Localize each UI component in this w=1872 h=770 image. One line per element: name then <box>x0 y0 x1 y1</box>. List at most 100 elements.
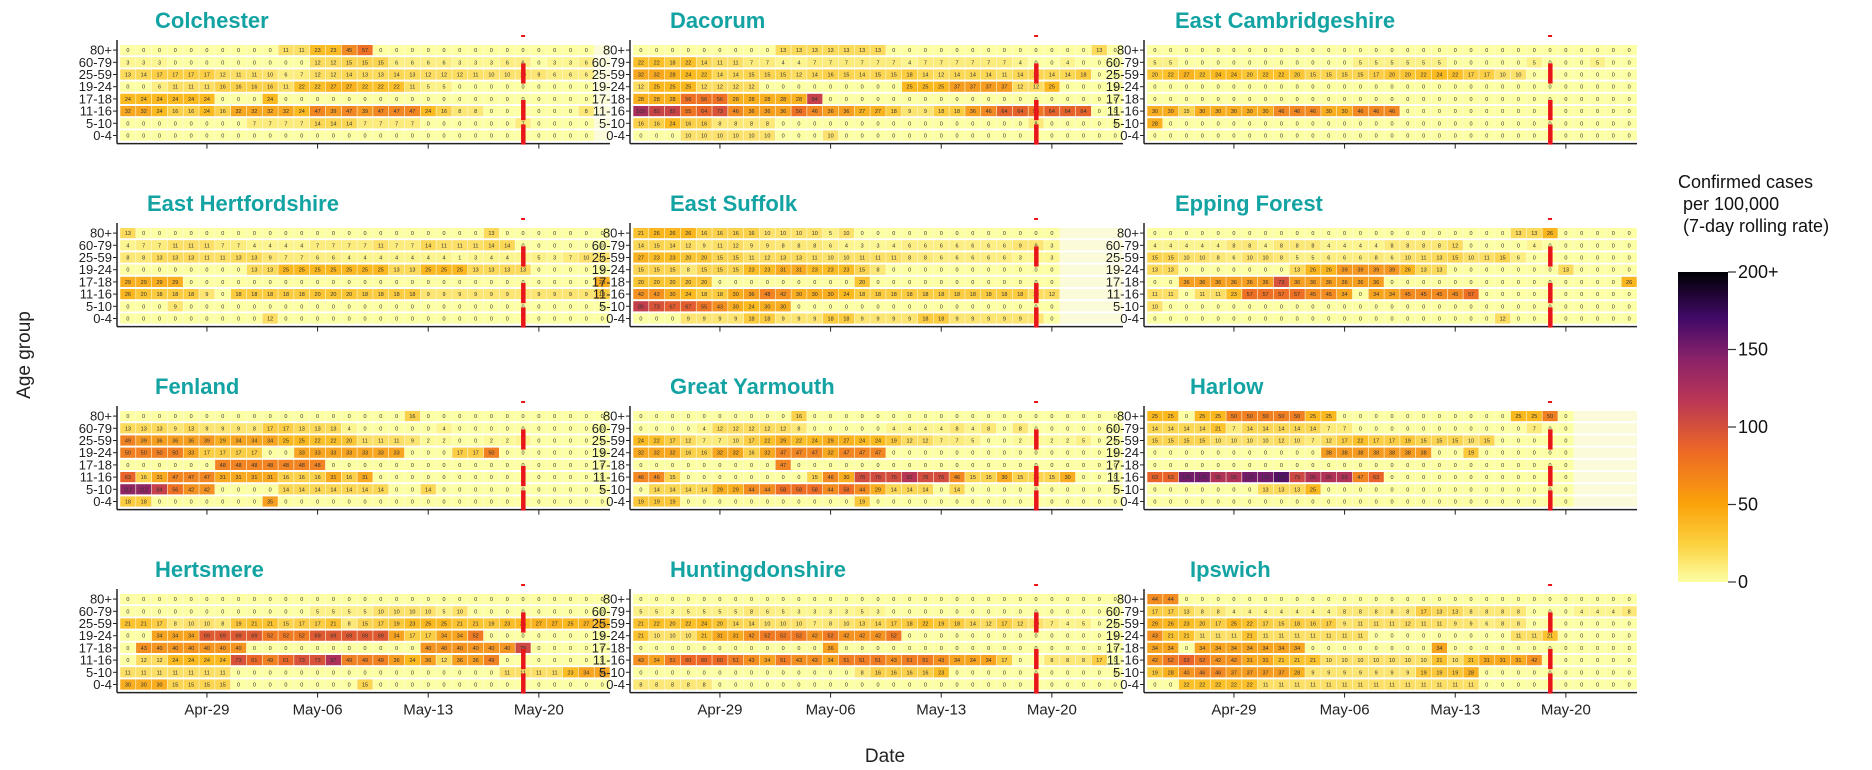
cell-value-label: 0 <box>1035 304 1038 310</box>
cell-value-label: 0 <box>506 451 509 457</box>
cell-value-label: 56 <box>796 109 802 115</box>
cell-value-label: 17 <box>156 73 162 79</box>
cell-value-label: 47 <box>780 463 786 469</box>
heat-cell <box>167 57 183 68</box>
cell-value-label: 0 <box>1311 304 1314 310</box>
cell-value-label: 0 <box>1264 231 1267 237</box>
heat-cell <box>215 93 231 104</box>
cell-value-label: 11 <box>1152 292 1158 298</box>
heat-cell <box>1075 69 1092 80</box>
heat-cell <box>341 57 357 68</box>
heat-cell <box>633 81 649 92</box>
heat-cell <box>933 289 949 300</box>
cell-value-label: 0 <box>1003 121 1006 127</box>
cell-value-label: 9 <box>221 426 224 432</box>
cell-value-label: 11 <box>441 243 447 249</box>
cell-value-label: 16 <box>172 109 178 115</box>
heat-cell <box>1463 252 1479 263</box>
heat-cell <box>1257 252 1274 263</box>
cell-value-label: 30 <box>780 304 786 310</box>
cell-value-label: 23 <box>330 48 336 54</box>
cell-value-label: 112 <box>139 487 148 493</box>
heat-cell <box>933 313 949 324</box>
cell-value-label: 17 <box>156 622 162 628</box>
age-tick-label: 11-16 <box>80 104 112 119</box>
heat-cell <box>1368 45 1384 56</box>
heat-cell <box>1178 301 1195 312</box>
heat-cell <box>230 301 247 312</box>
cell-value-label: 0 <box>190 134 193 140</box>
cell-value-label: 13 <box>796 256 802 262</box>
cell-value-label: 11 <box>749 256 755 262</box>
cell-value-label: 22 <box>1452 73 1458 79</box>
cell-value-label: 0 <box>1185 97 1188 103</box>
cell-value-label: 0 <box>940 121 943 127</box>
heat-cell <box>341 313 357 324</box>
cell-value-label: 24 <box>188 97 194 103</box>
heat-cell <box>246 423 262 434</box>
cell-value-label: 10 <box>733 439 739 445</box>
cell-value-label: 0 <box>1485 231 1488 237</box>
heat-cell <box>822 252 839 263</box>
heat-cell <box>996 252 1013 263</box>
heat-cell <box>902 240 918 251</box>
heat-cell <box>389 252 405 263</box>
heat-cell <box>886 57 902 68</box>
cell-value-label: 20 <box>669 280 675 286</box>
cell-value-label: 0 <box>363 597 366 603</box>
cell-value-label: 18 <box>251 292 257 298</box>
cell-value-label: 15 <box>1183 109 1189 115</box>
cell-value-label: 21 <box>330 622 336 628</box>
heat-cell <box>696 118 712 129</box>
heat-cell <box>633 276 649 287</box>
cell-value-label: 0 <box>490 500 493 506</box>
cell-value-label: 0 <box>1533 292 1536 298</box>
heat-cell <box>917 81 934 92</box>
cell-value-label: 33 <box>330 451 336 457</box>
heat-cell <box>452 93 468 104</box>
heat-cell <box>262 313 278 324</box>
cell-value-label: 24 <box>125 97 131 103</box>
heat-cell <box>341 264 357 275</box>
cell-value-label: 0 <box>474 121 477 127</box>
heat-cell <box>215 301 231 312</box>
cell-value-label: 0 <box>126 609 129 615</box>
heat-cell <box>183 130 199 141</box>
cell-value-label: 0 <box>205 414 208 420</box>
cell-value-label: 0 <box>655 317 658 323</box>
cell-value-label: 10 <box>701 134 707 140</box>
heat-cell <box>1305 228 1321 239</box>
heat-cell <box>594 289 610 300</box>
cell-value-label: 0 <box>126 134 129 140</box>
cell-value-label: 0 <box>1533 304 1536 310</box>
cell-value-label: 0 <box>1438 414 1441 420</box>
heat-cell <box>389 276 405 287</box>
cell-value-label: 0 <box>474 500 477 506</box>
heat-cell <box>1368 289 1384 300</box>
cell-value-label: 76 <box>875 475 881 481</box>
cell-value-label: 0 <box>1501 231 1504 237</box>
cell-value-label: 0 <box>1628 134 1631 140</box>
cell-value-label: 19 <box>891 439 897 445</box>
heat-cell <box>664 57 681 68</box>
age-tick-label: 60-79 <box>592 238 625 253</box>
cell-value-label: 0 <box>1050 231 1053 237</box>
cell-value-label: 11 <box>812 256 818 262</box>
cell-value-label: 0 <box>332 304 335 310</box>
heat-cell <box>215 81 231 92</box>
heat-cell <box>1558 130 1574 141</box>
cell-value-label: 0 <box>639 48 642 54</box>
cell-value-label: 0 <box>569 439 572 445</box>
heat-cell <box>680 276 696 287</box>
heat-cell <box>649 301 665 312</box>
heat-cell <box>389 106 405 117</box>
cell-value-label: 32 <box>654 451 660 457</box>
cell-value-label: 0 <box>987 121 990 127</box>
heat-cell <box>120 118 136 129</box>
cell-value-label: 2 <box>1066 439 1069 445</box>
cell-value-label: 14 <box>394 73 400 79</box>
marker-bar <box>1548 490 1553 511</box>
heat-cell <box>696 69 712 80</box>
cell-value-label: 0 <box>908 414 911 420</box>
cell-value-label: 0 <box>718 463 721 469</box>
